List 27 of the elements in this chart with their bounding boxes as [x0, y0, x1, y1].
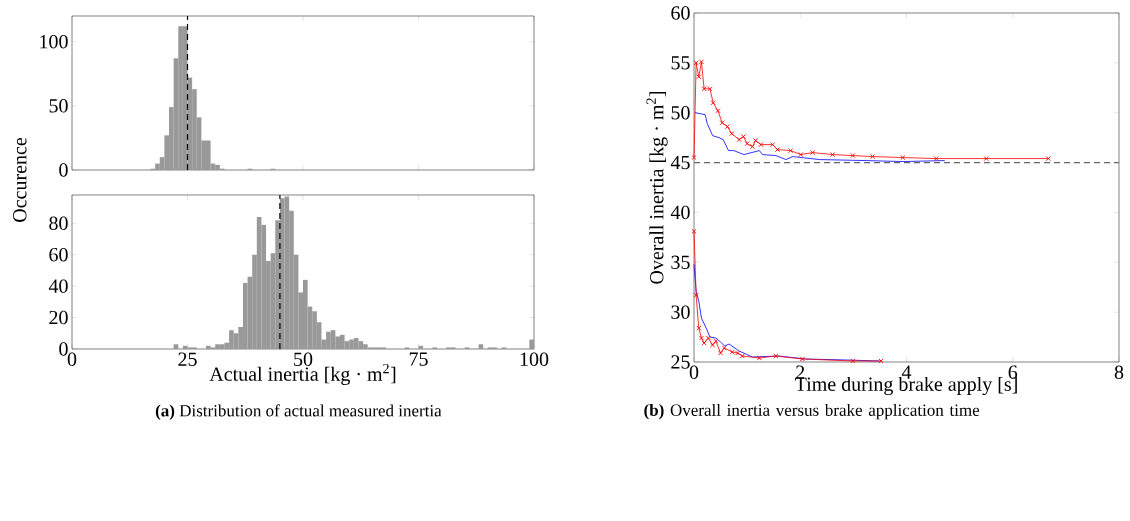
- y-tick-label: 20: [49, 310, 68, 325]
- x-tick-label: 25: [178, 352, 197, 366]
- x-tick-label: 100: [520, 352, 549, 367]
- y-tick-label: 0: [59, 342, 68, 356]
- x-tick-label: 75: [409, 352, 428, 366]
- y-tick-label: 35: [671, 255, 690, 269]
- x-axis-title: Time during brake apply [s]: [795, 376, 1017, 396]
- y-tick-label: 100: [40, 34, 68, 49]
- y-tick-label: 50: [49, 99, 68, 113]
- y-tick-label: 0: [59, 163, 68, 177]
- y-tick-label: 60: [49, 247, 68, 262]
- y-tick-label: 55: [671, 56, 690, 70]
- x-tick-label: 8: [1114, 365, 1124, 380]
- y-tick-label: 30: [671, 305, 690, 319]
- x-tick-label: 4: [901, 365, 912, 379]
- y-axis-title: Overall inertia [kg · m$^{2}$]: [646, 91, 668, 284]
- x-tick-label: 2: [796, 365, 805, 379]
- y-tick-label: 45: [670, 155, 690, 170]
- text: (b) Overall inertia versus brake application time: [644, 403, 980, 420]
- y-tick-label: 80: [49, 216, 68, 231]
- y-tick-label: 50: [671, 105, 690, 120]
- y-tick-label: 60: [671, 6, 690, 20]
- x-tick-label: 6: [1008, 365, 1018, 379]
- y-axis-title: Occurence: [13, 137, 27, 222]
- y-tick-label: 40: [48, 279, 68, 293]
- y-tick-label: 40: [670, 205, 690, 220]
- text: (a) Distribution of actual measured inertia: [155, 404, 442, 420]
